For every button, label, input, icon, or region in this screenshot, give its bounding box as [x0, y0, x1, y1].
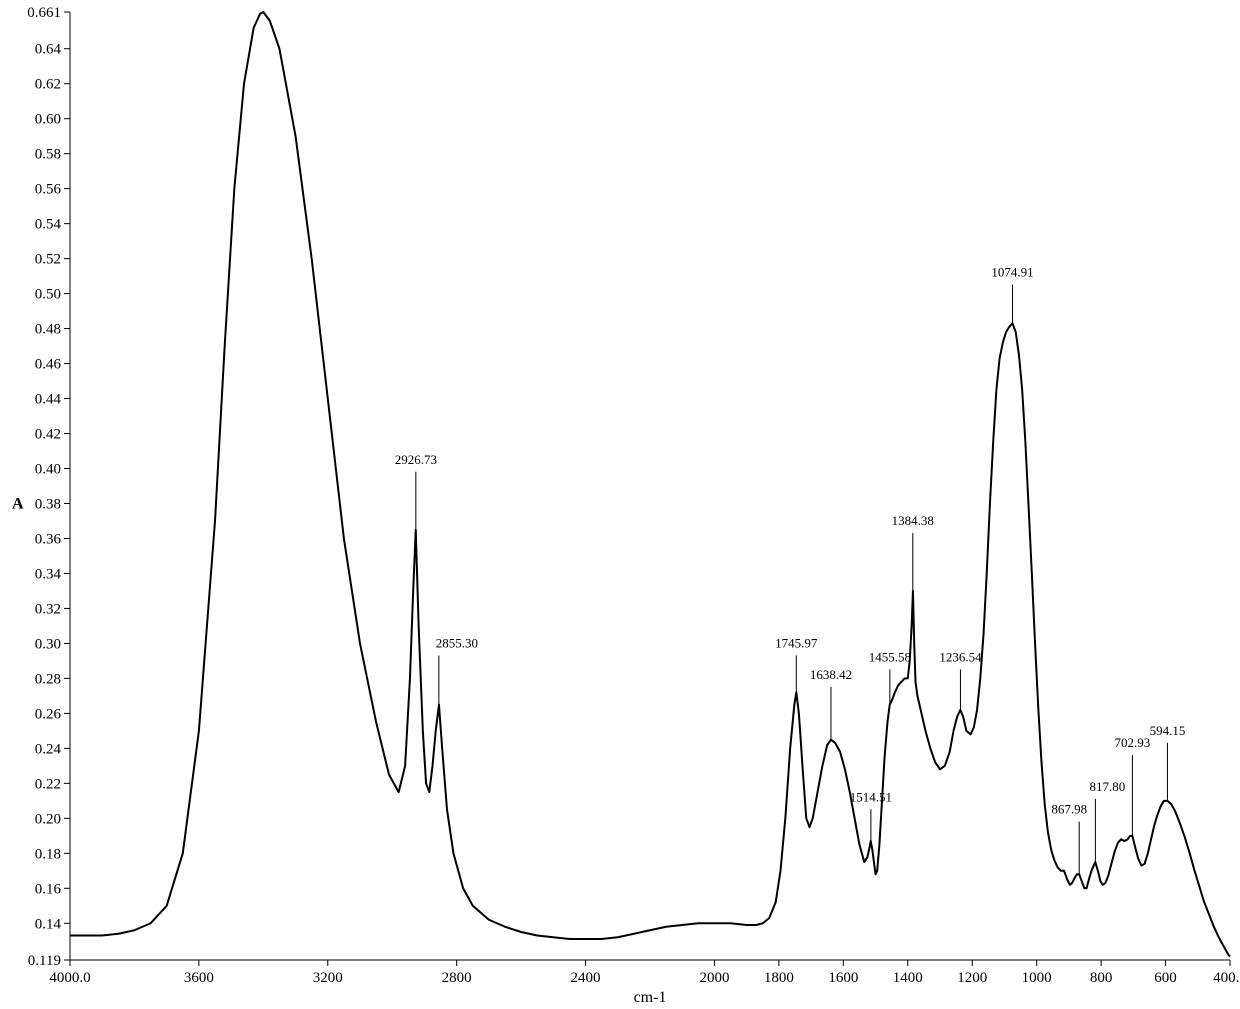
peak-label: 702.93 — [1115, 735, 1151, 750]
y-tick-label: 0.42 — [35, 427, 61, 443]
y-tick-label: 0.16 — [35, 881, 62, 897]
peak-label: 2926.73 — [395, 452, 437, 467]
y-tick-label: 0.46 — [35, 357, 62, 373]
x-tick-label: 2400 — [571, 970, 601, 986]
x-tick-label: 3600 — [184, 970, 214, 986]
y-tick-label: 0.62 — [35, 77, 61, 93]
x-tick-label: 1800 — [764, 970, 794, 986]
y-tick-label: 0.52 — [35, 252, 61, 268]
x-tick-label: 3200 — [313, 970, 343, 986]
peak-label: 1236.54 — [939, 649, 982, 664]
y-tick-label: 0.30 — [35, 636, 61, 652]
y-tick-label: 0.56 — [35, 182, 62, 198]
y-tick-label: 0.34 — [35, 566, 62, 582]
x-tick-label: 2800 — [442, 970, 472, 986]
y-tick-label: 0.20 — [35, 811, 61, 827]
x-tick-label: 1200 — [957, 970, 987, 986]
x-tick-label: 800 — [1090, 970, 1113, 986]
peak-label: 867.98 — [1051, 802, 1087, 817]
y-tick-label: 0.38 — [35, 496, 61, 512]
y-axis-label: A — [12, 495, 24, 512]
peak-label: 817.80 — [1090, 779, 1126, 794]
peak-label: 1514.51 — [850, 789, 892, 804]
x-tick-label: 400.0 — [1213, 970, 1240, 986]
peak-label: 1745.97 — [775, 635, 818, 650]
peak-label: 2855.30 — [436, 635, 478, 650]
y-tick-label: 0.24 — [35, 741, 62, 757]
y-tick-label: 0.40 — [35, 462, 61, 478]
x-tick-label: 4000.0 — [49, 970, 90, 986]
y-tick-label: 0.58 — [35, 147, 61, 163]
peak-label: 1074.91 — [991, 265, 1033, 280]
x-tick-label: 1000 — [1022, 970, 1052, 986]
peak-label: 1638.42 — [810, 667, 852, 682]
y-tick-label: 0.54 — [35, 217, 62, 233]
peak-label: 1384.38 — [892, 513, 934, 528]
y-tick-label: 0.119 — [28, 953, 61, 969]
x-tick-label: 1400 — [893, 970, 923, 986]
y-tick-label: 0.48 — [35, 322, 61, 338]
y-tick-label: 0.26 — [35, 706, 62, 722]
chart-svg: 0.119 0.14 0.16 0.18 0.20 0.22 0.24 0.26 0.28 0.3… — [0, 0, 1240, 1009]
x-tick-label: 1600 — [828, 970, 858, 986]
y-tick-label: 0.50 — [35, 287, 61, 303]
y-tick-label: 0.14 — [35, 916, 62, 932]
y-tick-label: 0.22 — [35, 776, 61, 792]
peak-label: 594.15 — [1150, 723, 1186, 738]
y-tick-label: 0.36 — [35, 531, 62, 547]
y-tick-label: 0.32 — [35, 601, 61, 617]
spectrum-chart: 0.119 0.14 0.16 0.18 0.20 0.22 0.24 0.26 0.28 0.3… — [0, 0, 1240, 1009]
y-tick-label: 0.44 — [35, 392, 62, 408]
y-tick-label: 0.28 — [35, 671, 61, 687]
y-tick-label: 0.661 — [27, 5, 61, 21]
y-tick-label: 0.18 — [35, 846, 61, 862]
x-tick-label: 600 — [1154, 970, 1177, 986]
y-tick-label: 0.64 — [35, 42, 62, 58]
x-axis-label: cm-1 — [634, 989, 667, 1006]
y-tick-label: 0.60 — [35, 112, 61, 128]
peak-label: 1455.58 — [869, 649, 911, 664]
x-tick-label: 2000 — [699, 970, 729, 986]
